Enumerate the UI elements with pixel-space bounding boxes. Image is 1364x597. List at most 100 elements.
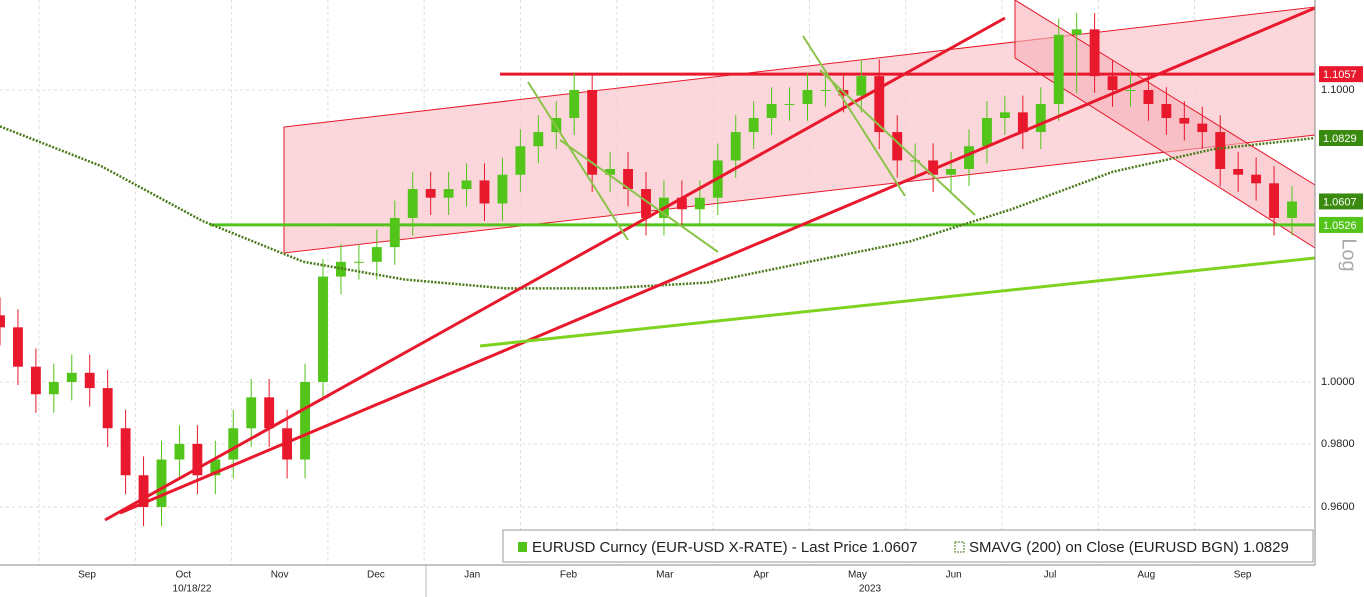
candle-body (210, 459, 221, 476)
candle-body (694, 197, 705, 210)
trendline (559, 139, 719, 253)
x-tick-label: Sep (78, 570, 96, 581)
candle-body (425, 189, 436, 198)
candle-body (1269, 183, 1279, 218)
candle-body (892, 132, 903, 161)
candle-body (587, 90, 598, 175)
candle-body (641, 189, 651, 218)
candle-body (13, 327, 23, 367)
candle-body (910, 160, 921, 162)
candle-body (300, 381, 310, 460)
candle-body (623, 168, 633, 190)
candle-body (66, 372, 77, 382)
date-label: 10/18/22 (173, 584, 212, 595)
x-tick-label: Sep (1234, 570, 1252, 581)
y-tick-label: 0.9800 (1321, 438, 1355, 450)
candle-body (389, 217, 400, 248)
x-tick-label: Nov (271, 570, 289, 581)
candle-body (748, 117, 759, 133)
candle-body (982, 117, 992, 147)
candle-body (479, 180, 490, 204)
trendline (802, 35, 906, 197)
scale-label: Log (1338, 238, 1360, 271)
trendline (479, 256, 1316, 348)
legend-swatch (954, 541, 965, 553)
candle-body (84, 372, 95, 389)
candle-body (964, 146, 974, 169)
x-tick-label: Jan (464, 570, 480, 581)
candle-body (1233, 168, 1244, 175)
price-tag-label: 1.0829 (1323, 133, 1357, 145)
candle-body (1161, 103, 1172, 118)
x-tick-label: Jul (1044, 570, 1057, 581)
candle-body (605, 168, 616, 175)
x-tick-label: Dec (367, 570, 385, 581)
plot (0, 13, 1316, 527)
candle-body (102, 388, 113, 429)
price-tag (1319, 193, 1363, 210)
candle-body (766, 103, 777, 118)
price-tag-label: 1.0526 (1323, 220, 1357, 232)
y-tick-label: 0.9600 (1321, 501, 1355, 513)
candle-body (533, 132, 544, 147)
candle-body (443, 189, 454, 198)
candle-body (1089, 29, 1100, 77)
candle-body (999, 112, 1010, 118)
candle-body (802, 90, 813, 104)
candle-body (1125, 90, 1136, 92)
candle-body (856, 76, 867, 96)
candle-body (569, 90, 580, 118)
candle-body (48, 381, 59, 395)
candle-body (318, 276, 328, 382)
x-tick-label: Oct (176, 570, 192, 581)
candle-body (784, 103, 795, 105)
legend-entry: SMAVG (200) on Close (EURUSD BGN) 1.0829 (969, 539, 1289, 556)
legend-entry: EURUSD Curncy (EUR-USD X-RATE) - Last Pr… (532, 539, 918, 556)
x-tick-label: Mar (656, 570, 674, 581)
candle-body (874, 76, 885, 133)
trendline (819, 69, 976, 216)
candle-body (946, 168, 956, 175)
candle-body (156, 459, 167, 508)
candle-body (264, 397, 275, 429)
trendline (527, 81, 629, 241)
x-tick-label: Feb (560, 570, 578, 581)
candle-body (1287, 201, 1297, 218)
candle-body (1143, 90, 1154, 104)
candle-body (1017, 112, 1028, 133)
candle-body (461, 180, 472, 190)
candle-body (1215, 132, 1226, 169)
candle-body (1035, 103, 1046, 133)
candle-body (1053, 34, 1064, 104)
price-tag (1319, 66, 1363, 83)
candle-body (0, 315, 5, 328)
candle-body (730, 132, 741, 161)
candle-body (1179, 117, 1190, 124)
candle-body (676, 197, 687, 210)
x-tick-label: Apr (753, 570, 769, 581)
legend-swatch (518, 542, 527, 552)
year-label: 2023 (859, 584, 882, 595)
candle-body (120, 428, 131, 476)
trendline (119, 6, 1316, 515)
candle-body (497, 174, 508, 204)
candle-body (1197, 123, 1208, 133)
legend-box (502, 529, 1314, 563)
candle-body (228, 428, 239, 460)
x-tick-label: May (848, 570, 867, 581)
candle-body (138, 475, 149, 508)
candle-body (371, 247, 382, 262)
candle-body (192, 443, 203, 476)
candle-body (174, 443, 185, 460)
candle-body (928, 160, 939, 175)
candle-body (407, 189, 418, 218)
candle-body (1071, 29, 1082, 35)
sma-line (0, 125, 1316, 290)
candle-body (1107, 76, 1118, 91)
candle-body (30, 366, 41, 395)
price-tag-label: 1.0607 (1323, 196, 1357, 208)
price-tag-label: 1.1057 (1323, 69, 1357, 81)
candle-body (1251, 174, 1262, 184)
candle-body (246, 397, 257, 429)
